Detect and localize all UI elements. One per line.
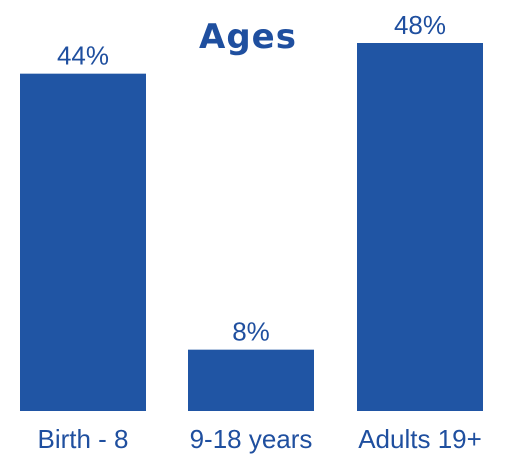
bar-2 [188,349,314,411]
category-labels-group: Birth - 8 9-18 years Adults 19+ [37,424,481,454]
chart-title: Ages [199,17,297,57]
value-label-2: 8% [232,317,270,347]
category-label-2: 9-18 years [190,424,313,454]
value-label-3: 48% [394,10,446,40]
value-label-1: 44% [57,41,109,71]
category-label-1: Birth - 8 [37,424,128,454]
bars-group [20,43,483,412]
bar-3 [357,43,483,411]
category-label-3: Adults 19+ [358,424,482,454]
value-labels-group: 44% 8% 48% [57,10,446,347]
bar-1 [20,73,146,412]
